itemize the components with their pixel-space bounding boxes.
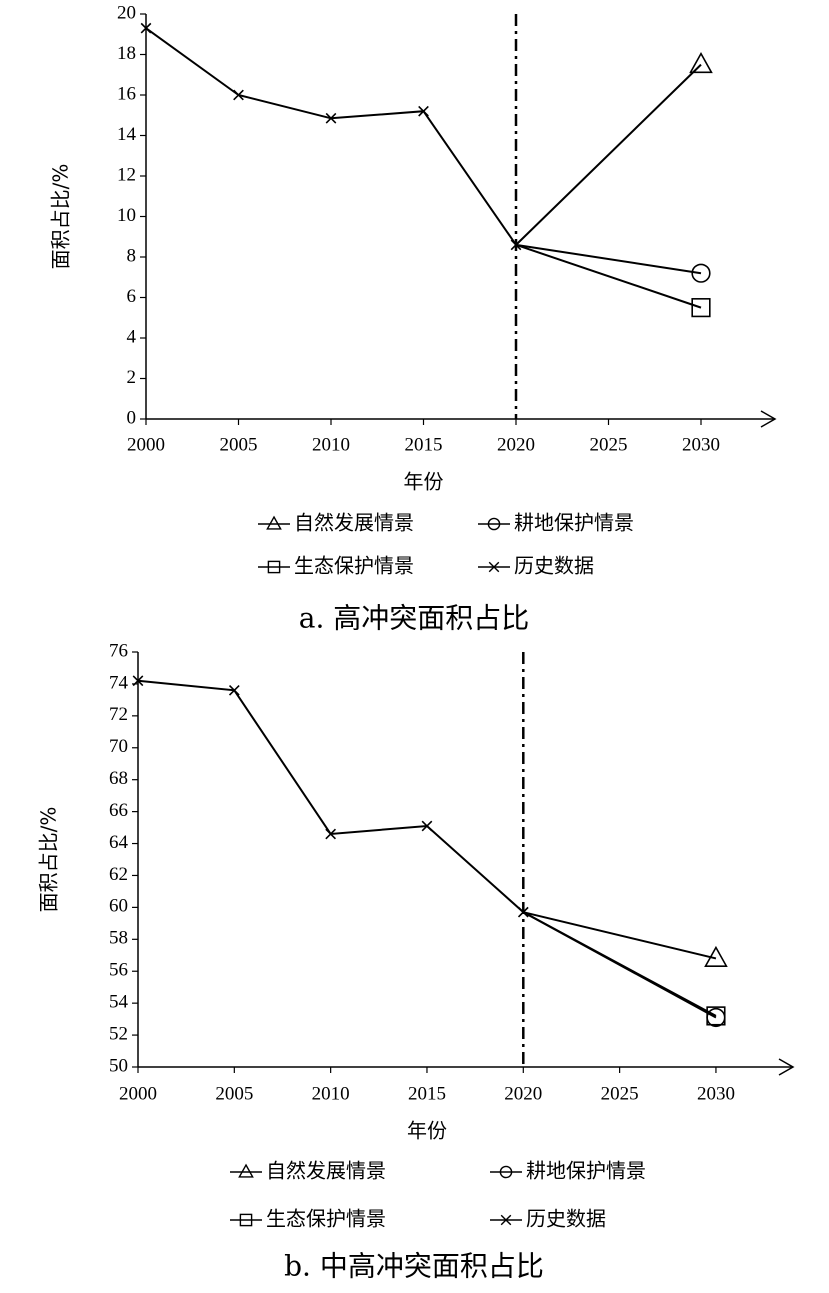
series-line [515, 243, 702, 275]
legend-marker [267, 560, 281, 574]
legend-label: 耕地保护情景 [514, 511, 634, 535]
y-tick-label: 68 [109, 768, 128, 789]
legend-label: 自然发展情景 [266, 1159, 386, 1183]
series-line [523, 911, 717, 960]
x-tick-label: 2000 [127, 434, 165, 455]
y-tick-label: 66 [109, 800, 128, 821]
data-point [228, 684, 240, 696]
x-tick-label: 2015 [408, 1083, 446, 1104]
data-point [517, 906, 529, 918]
y-tick-label: 10 [117, 205, 136, 226]
y-tick-label: 64 [109, 832, 129, 853]
x-axis-arrow [778, 1058, 795, 1076]
x-tick-label: 2000 [119, 1083, 157, 1104]
x-tick-label: 2020 [497, 434, 535, 455]
legend-marker [488, 561, 500, 573]
y-tick-label: 60 [109, 896, 128, 917]
y-tick-label: 76 [109, 640, 128, 661]
x-tick-label: 2010 [312, 1083, 350, 1104]
legend-marker [239, 1213, 253, 1227]
x-tick-label: 2020 [504, 1083, 542, 1104]
data-point [132, 675, 144, 687]
data-point [233, 89, 244, 101]
x-tick-label: 2015 [405, 434, 443, 455]
legend-marker [487, 517, 501, 531]
legend-label: 耕地保护情景 [526, 1159, 646, 1183]
y-tick-label: 18 [117, 43, 136, 64]
y-axis-label: 面积占比/% [37, 807, 61, 913]
x-tick-label: 2010 [312, 434, 350, 455]
x-tick-label: 2030 [682, 434, 720, 455]
data-point [421, 820, 433, 832]
x-tick-label: 2030 [697, 1083, 735, 1104]
chart-caption: b. 中高冲突面积占比 [284, 1250, 544, 1283]
y-tick-label: 52 [109, 1023, 128, 1044]
x-axis-arrow [760, 410, 777, 428]
chart-caption: a. 高冲突面积占比 [299, 602, 530, 635]
data-point [510, 239, 522, 251]
y-tick-label: 56 [109, 960, 128, 981]
data-point [691, 263, 711, 283]
y-tick-label: 54 [109, 992, 129, 1013]
data-point [691, 298, 711, 318]
y-tick-label: 0 [127, 407, 137, 428]
legend-label: 历史数据 [514, 554, 594, 578]
legend-marker [500, 1214, 512, 1226]
y-tick-label: 6 [127, 286, 137, 307]
y-tick-label: 72 [109, 704, 128, 725]
data-point [325, 828, 337, 840]
data-point [325, 112, 337, 124]
y-tick-label: 4 [127, 326, 137, 347]
x-axis-label: 年份 [404, 470, 444, 494]
y-tick-label: 14 [117, 124, 137, 145]
legend-label: 自然发展情景 [294, 511, 414, 535]
data-point [689, 51, 713, 74]
y-tick-label: 50 [109, 1055, 128, 1076]
legend-marker [266, 515, 282, 530]
data-point [418, 105, 429, 117]
legend-label: 历史数据 [526, 1207, 606, 1231]
series-line [515, 63, 702, 246]
legend-marker [238, 1163, 254, 1178]
legend-label: 生态保护情景 [294, 554, 414, 578]
data-point [704, 945, 728, 967]
data-point [140, 22, 152, 34]
series-line [137, 679, 524, 913]
y-tick-label: 62 [109, 864, 128, 885]
y-tick-label: 8 [127, 245, 137, 266]
x-tick-label: 2005 [220, 434, 258, 455]
y-tick-label: 2 [127, 367, 137, 388]
y-tick-label: 12 [117, 164, 136, 185]
x-tick-label: 2025 [590, 434, 628, 455]
data-point [706, 1006, 726, 1026]
y-tick-label: 70 [109, 736, 128, 757]
y-tick-label: 58 [109, 928, 128, 949]
y-tick-label: 20 [117, 2, 136, 23]
y-tick-label: 16 [117, 83, 136, 104]
legend-label: 生态保护情景 [266, 1207, 386, 1231]
y-axis-label: 面积占比/% [49, 164, 73, 270]
x-axis-label: 年份 [407, 1119, 447, 1143]
series-line [522, 911, 717, 1017]
y-tick-label: 74 [109, 672, 129, 693]
x-tick-label: 2005 [215, 1083, 253, 1104]
series-line [145, 27, 517, 246]
x-tick-label: 2025 [601, 1083, 639, 1104]
legend-marker [499, 1165, 513, 1179]
series-line [515, 243, 702, 309]
